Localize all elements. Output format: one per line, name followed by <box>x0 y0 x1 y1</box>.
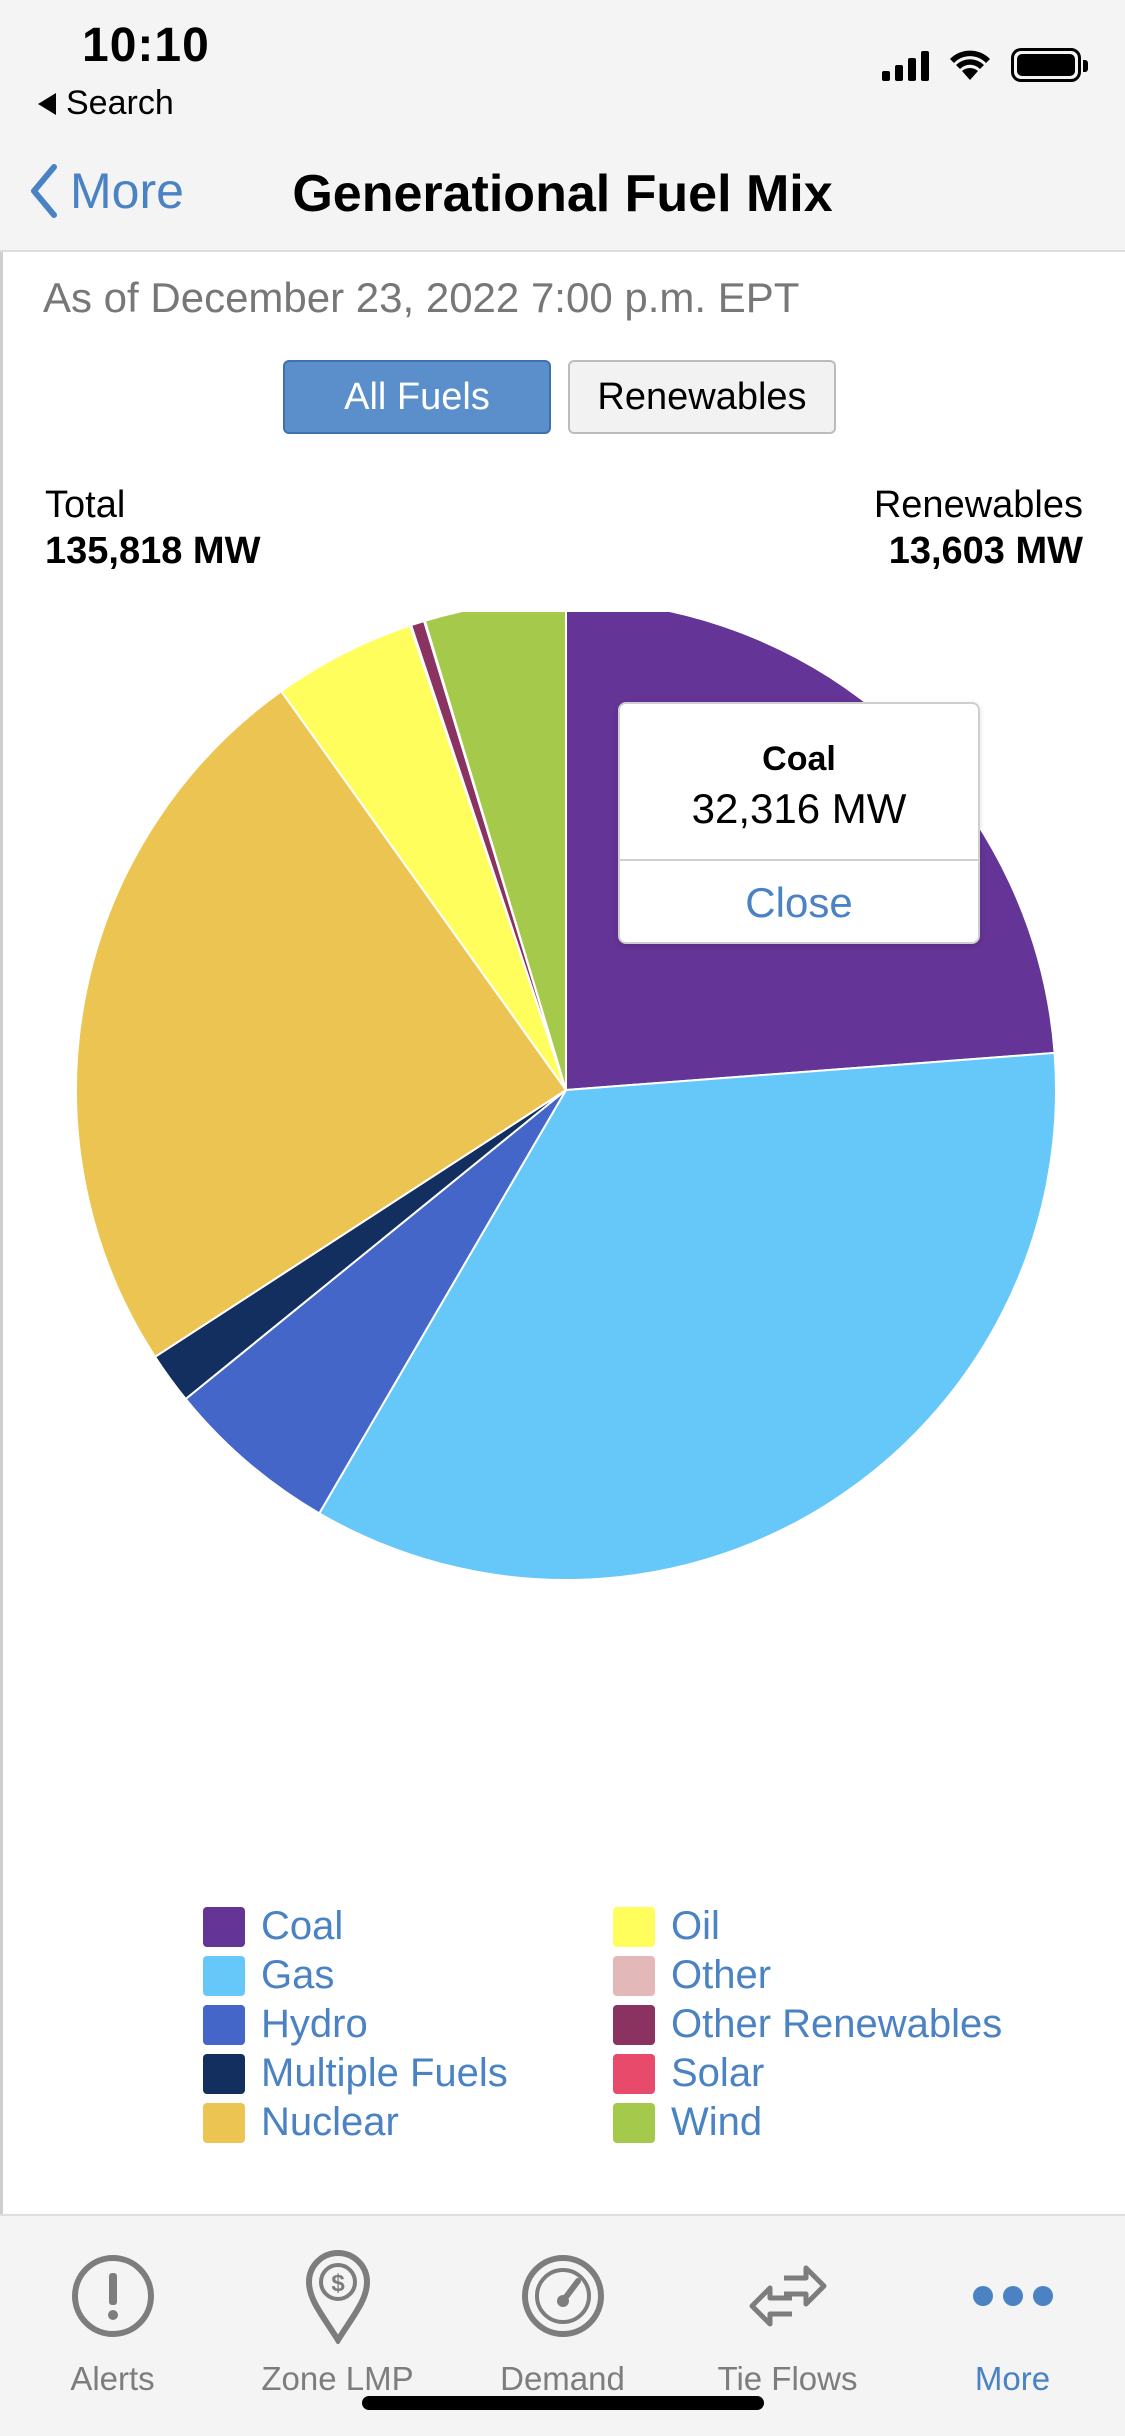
legend-item-hydro[interactable]: Hydro <box>203 2000 508 2049</box>
pie-slice-wind[interactable] <box>423 612 567 1091</box>
pie-slice-hydro[interactable] <box>184 1089 567 1515</box>
battery-icon <box>1011 48 1088 82</box>
tab-zone-lmp-label: Zone LMP <box>261 2360 414 2397</box>
tab-zone-lmp[interactable]: $ Zone LMP <box>225 2246 450 2398</box>
chevron-left-icon <box>31 164 57 218</box>
total-label: Total <box>45 484 126 526</box>
back-button-label: More <box>70 163 184 219</box>
legend-item-gas[interactable]: Gas <box>203 1951 508 2000</box>
tab-more-label: More <box>974 2360 1051 2397</box>
status-icons <box>882 48 1088 82</box>
legend-label: Multiple Fuels <box>261 2051 508 2095</box>
as-of-timestamp: As of December 23, 2022 7:00 p.m. EPT <box>43 274 800 321</box>
legend-swatch <box>613 1906 655 1947</box>
legend-label: Gas <box>261 1953 335 1997</box>
status-time: 10:10 <box>82 19 210 72</box>
legend-column-1: Coal Gas Hydro Multiple Fuels Nuclear <box>203 1902 508 2147</box>
legend-swatch <box>613 2053 655 2094</box>
tab-demand[interactable]: Demand <box>450 2246 675 2398</box>
legend-label: Solar <box>671 2051 765 2095</box>
tab-alerts-label: Alerts <box>70 2360 155 2397</box>
tooltip-close-button[interactable]: Close <box>620 859 978 945</box>
gauge-icon <box>521 2255 604 2337</box>
legend-item-oil[interactable]: Oil <box>613 1902 1002 1951</box>
tooltip-fuel-name: Coal <box>762 740 836 778</box>
back-triangle-icon <box>38 92 56 115</box>
legend-label: Other <box>671 1953 772 1997</box>
pie-slice-nuclear[interactable] <box>75 689 568 1359</box>
renewables-value: 13,603 MW <box>888 530 1083 572</box>
pie-slice-gas[interactable] <box>317 1051 1057 1581</box>
tab-tie-flows-label: Tie Flows <box>717 2360 858 2397</box>
renewables-toggle[interactable]: Renewables <box>568 360 836 434</box>
legend-swatch <box>613 2004 655 2045</box>
legend-item-coal[interactable]: Coal <box>203 1902 508 1951</box>
legend-swatch <box>203 2102 245 2143</box>
legend-swatch <box>613 1955 655 1996</box>
tab-more[interactable]: More <box>900 2246 1125 2398</box>
legend-item-other[interactable]: Other <box>613 1951 1002 2000</box>
legend-label: Hydro <box>261 2002 368 2046</box>
fuel-mix-pie-chart[interactable] <box>63 612 1063 1612</box>
legend-swatch <box>203 1955 245 1996</box>
back-button[interactable]: More <box>28 162 184 220</box>
legend-swatch <box>203 2053 245 2094</box>
legend-label: Coal <box>261 1904 344 1948</box>
legend-label: Oil <box>671 1904 720 1948</box>
alert-icon <box>71 2255 154 2337</box>
tab-tie-flows[interactable]: Tie Flows <box>675 2246 900 2398</box>
legend-swatch <box>613 2102 655 2143</box>
legend-item-nuclear[interactable]: Nuclear <box>203 2098 508 2147</box>
legend-column-2: Oil Other Other Renewables Solar Wind <box>613 1902 1002 2147</box>
page-title: Generational Fuel Mix <box>292 165 833 223</box>
legend-label: Other Renewables <box>671 2002 1003 2046</box>
main-content: As of December 23, 2022 7:00 p.m. EPT Al… <box>0 252 1125 2214</box>
tab-demand-label: Demand <box>500 2360 625 2397</box>
tooltip-fuel-value: 32,316 MW <box>691 785 907 832</box>
status-bar: 10:10 Search <box>0 0 1125 140</box>
nav-bar: Generational Fuel Mix More <box>0 140 1125 252</box>
back-to-search-label: Search <box>66 84 174 122</box>
map-pin-dollar-icon: $ <box>305 2250 370 2344</box>
legend-item-other-renewables[interactable]: Other Renewables <box>613 2000 1002 2049</box>
legend-label: Wind <box>671 2100 763 2144</box>
legend-item-wind[interactable]: Wind <box>613 2098 1002 2147</box>
total-value: 135,818 MW <box>45 530 261 572</box>
cellular-signal-icon <box>882 49 929 81</box>
home-indicator <box>362 2396 764 2410</box>
legend-swatch <box>203 2004 245 2045</box>
arrows-icon <box>749 2265 826 2327</box>
svg-text:$: $ <box>331 2270 345 2297</box>
slice-tooltip: Coal 32,316 MW Close <box>618 702 980 944</box>
legend-label: Nuclear <box>261 2100 399 2144</box>
tab-alerts[interactable]: Alerts <box>0 2246 225 2398</box>
all-fuels-toggle[interactable]: All Fuels <box>283 360 551 434</box>
ellipsis-icon <box>972 2286 1053 2306</box>
wifi-icon <box>950 50 990 80</box>
legend-item-solar[interactable]: Solar <box>613 2049 1002 2098</box>
renewables-label: Renewables <box>873 484 1083 526</box>
legend-swatch <box>203 1906 245 1947</box>
back-to-search[interactable]: Search <box>38 84 174 123</box>
legend-item-multiple-fuels[interactable]: Multiple Fuels <box>203 2049 508 2098</box>
